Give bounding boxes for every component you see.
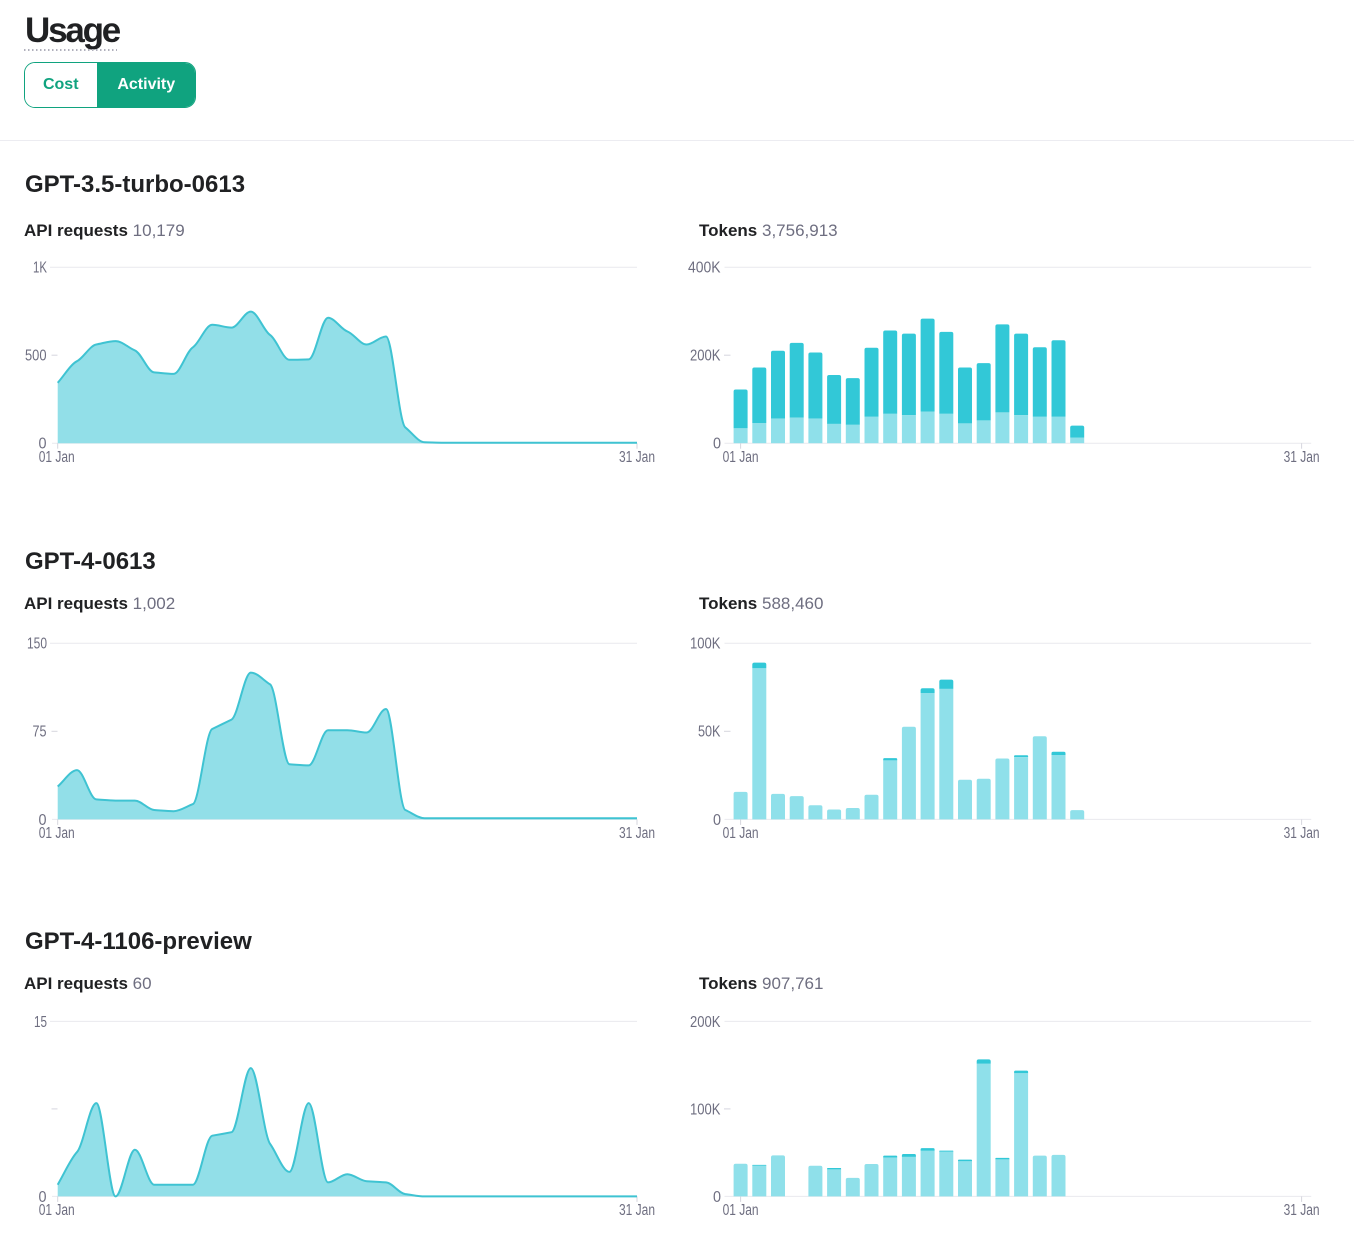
svg-text:31 Jan: 31 Jan bbox=[1284, 449, 1320, 466]
svg-text:01 Jan: 01 Jan bbox=[723, 449, 759, 466]
svg-text:0: 0 bbox=[713, 812, 721, 829]
svg-text:200K: 200K bbox=[690, 1014, 721, 1031]
svg-text:31 Jan: 31 Jan bbox=[619, 449, 655, 466]
svg-text:0: 0 bbox=[713, 436, 721, 453]
svg-text:01 Jan: 01 Jan bbox=[39, 1202, 75, 1219]
svg-text:200K: 200K bbox=[690, 348, 721, 365]
svg-text:50K: 50K bbox=[698, 724, 721, 741]
svg-text:01 Jan: 01 Jan bbox=[39, 825, 75, 842]
svg-text:01 Jan: 01 Jan bbox=[723, 825, 759, 842]
svg-text:31 Jan: 31 Jan bbox=[1284, 1202, 1320, 1219]
svg-text:100K: 100K bbox=[690, 1101, 721, 1118]
svg-text:100K: 100K bbox=[690, 636, 721, 653]
svg-text:15: 15 bbox=[34, 1014, 47, 1031]
svg-text:0: 0 bbox=[39, 436, 47, 453]
svg-text:01 Jan: 01 Jan bbox=[723, 1202, 759, 1219]
svg-text:150: 150 bbox=[27, 636, 47, 653]
svg-text:500: 500 bbox=[25, 348, 47, 365]
svg-text:0: 0 bbox=[39, 812, 47, 829]
svg-text:01 Jan: 01 Jan bbox=[39, 449, 75, 466]
svg-text:1K: 1K bbox=[33, 260, 47, 277]
svg-text:31 Jan: 31 Jan bbox=[1284, 825, 1320, 842]
svg-text:31 Jan: 31 Jan bbox=[619, 1202, 655, 1219]
svg-text:0: 0 bbox=[713, 1189, 721, 1206]
svg-text:31 Jan: 31 Jan bbox=[619, 825, 655, 842]
svg-text:0: 0 bbox=[39, 1189, 47, 1206]
svg-text:75: 75 bbox=[33, 724, 47, 741]
svg-text:400K: 400K bbox=[688, 260, 721, 277]
